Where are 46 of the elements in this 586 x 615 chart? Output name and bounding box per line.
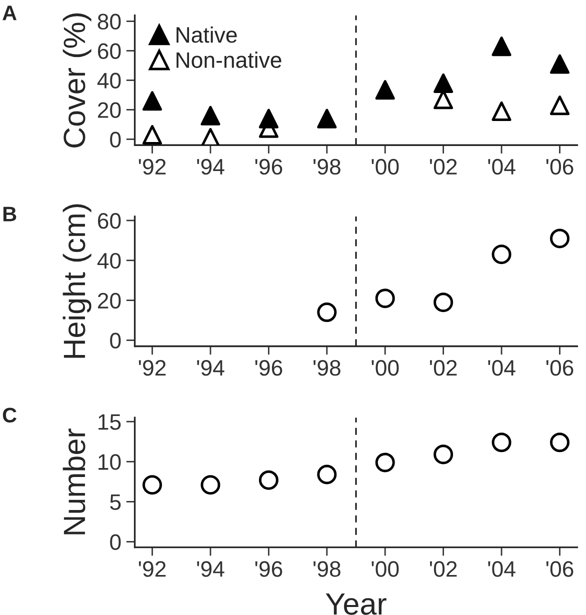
y-axis-title: Number <box>62 428 86 534</box>
legend-label: Native <box>176 26 237 43</box>
y-tick-label: 80 <box>98 14 121 30</box>
x-tick-label: '02 <box>430 561 457 577</box>
y-tick-label: 5 <box>110 494 121 510</box>
y-tick-label: 10 <box>98 454 121 470</box>
legend-label: Non-native <box>176 52 282 68</box>
x-tick-label: '98 <box>314 360 340 376</box>
y-tick-label: 60 <box>98 43 121 60</box>
text: B <box>3 206 16 222</box>
x-tick-label: '06 <box>546 360 574 376</box>
y-tick-label: 15 <box>98 414 121 430</box>
text: C <box>2 408 17 423</box>
x-tick-label: '94 <box>197 158 224 175</box>
y-tick-label: 40 <box>97 72 121 89</box>
x-tick-label: '02 <box>430 360 457 376</box>
x-tick-label: '04 <box>488 360 516 376</box>
x-tick-label: '06 <box>546 561 574 577</box>
x-tick-label: '96 <box>255 561 282 577</box>
y-tick-label: 0 <box>110 534 121 550</box>
x-tick-label: '98 <box>314 561 340 577</box>
x-tick-label: '92 <box>138 158 166 175</box>
x-tick-label: '92 <box>138 360 166 376</box>
y-tick-label: 60 <box>98 213 121 229</box>
x-tick-label: '04 <box>488 158 516 175</box>
x-tick-label: '00 <box>372 561 399 577</box>
x-tick-label: '98 <box>314 158 340 175</box>
y-tick-label: 40 <box>97 252 121 269</box>
x-tick-label: '94 <box>197 360 224 376</box>
text: A <box>2 6 17 20</box>
x-tick-label: '06 <box>546 158 574 175</box>
x-tick-label: '96 <box>255 158 282 175</box>
x-axis-title: Year <box>326 593 386 615</box>
y-axis-title: Cover (%) <box>62 13 92 148</box>
y-tick-label: 0 <box>110 132 121 148</box>
x-tick-label: '00 <box>372 158 399 175</box>
x-tick-label: '92 <box>138 561 166 577</box>
x-tick-label: '00 <box>372 360 399 376</box>
y-tick-label: 20 <box>98 102 121 118</box>
x-tick-label: '02 <box>430 158 457 175</box>
x-tick-label: '94 <box>197 561 224 577</box>
x-tick-label: '96 <box>255 360 282 376</box>
y-axis-title: Height (cm) <box>62 204 92 358</box>
y-tick-label: 0 <box>110 332 121 349</box>
y-tick-label: 20 <box>98 292 121 309</box>
x-tick-label: '04 <box>488 561 516 577</box>
